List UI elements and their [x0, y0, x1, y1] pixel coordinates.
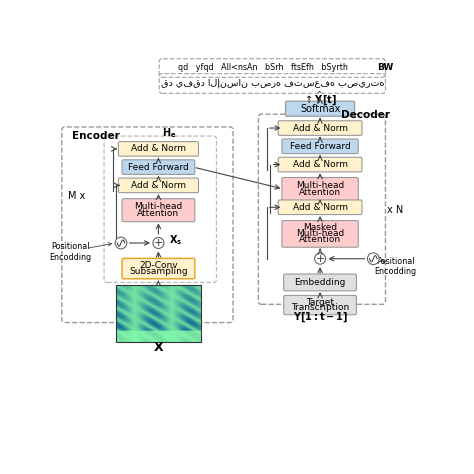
Text: $\mathbf{H_e}$: $\mathbf{H_e}$ [162, 126, 177, 140]
Text: Add & Norm: Add & Norm [131, 145, 186, 154]
Text: Masked: Masked [303, 223, 337, 232]
Text: Positional
Encodding: Positional Encodding [374, 257, 417, 276]
Text: Add & Norm: Add & Norm [292, 124, 347, 133]
FancyBboxPatch shape [278, 157, 362, 172]
Text: Feed Forward: Feed Forward [290, 142, 350, 151]
FancyBboxPatch shape [118, 178, 199, 192]
Text: 2D-Conv: 2D-Conv [139, 261, 178, 270]
Text: Attention: Attention [137, 209, 180, 218]
Text: BW: BW [377, 64, 393, 73]
Text: $\uparrow\hat{\mathbf{Y}}\mathbf{[t]}$: $\uparrow\hat{\mathbf{Y}}\mathbf{[t]}$ [303, 89, 337, 107]
Text: $\mathbf{Y[1:t-1]}$: $\mathbf{Y[1:t-1]}$ [292, 310, 347, 324]
Text: $\mathbf{X_s}$: $\mathbf{X_s}$ [169, 234, 182, 247]
Text: Add & Norm: Add & Norm [292, 203, 347, 212]
Circle shape [367, 253, 379, 264]
Text: +: + [154, 238, 163, 248]
Text: Subsampling: Subsampling [129, 267, 188, 276]
Text: Positional
Encodding: Positional Encodding [49, 242, 91, 262]
Text: قد يفقد الإنسان بصره فتسعفه بصيرته: قد يفقد الإنسان بصره فتسعفه بصيرته [161, 79, 384, 88]
Text: Multi-head: Multi-head [296, 229, 344, 238]
Circle shape [315, 253, 326, 264]
Text: Add & Norm: Add & Norm [131, 181, 186, 190]
Text: M x: M x [68, 191, 86, 201]
FancyBboxPatch shape [118, 142, 199, 156]
Text: Attention: Attention [299, 235, 341, 244]
Text: Attention: Attention [299, 188, 341, 197]
Bar [116, 285, 201, 342]
FancyBboxPatch shape [122, 258, 195, 279]
Text: Softmax: Softmax [300, 104, 340, 114]
FancyBboxPatch shape [284, 274, 356, 291]
FancyBboxPatch shape [285, 101, 355, 116]
FancyBboxPatch shape [122, 160, 195, 174]
FancyBboxPatch shape [282, 177, 358, 201]
FancyBboxPatch shape [282, 139, 358, 154]
Text: Multi-head: Multi-head [296, 181, 344, 190]
Text: Add & Norm: Add & Norm [292, 160, 347, 169]
Circle shape [115, 237, 127, 249]
FancyBboxPatch shape [122, 199, 195, 222]
Text: Decoder: Decoder [341, 110, 390, 120]
Text: +: + [315, 254, 325, 264]
Text: Feed Forward: Feed Forward [128, 163, 189, 172]
Text: $\mathbf{X}$: $\mathbf{X}$ [153, 340, 164, 354]
FancyBboxPatch shape [278, 121, 362, 136]
FancyBboxPatch shape [282, 220, 358, 247]
Text: Target: Target [306, 298, 334, 307]
Text: Multi-head: Multi-head [134, 202, 182, 211]
Text: Embedding: Embedding [294, 278, 346, 287]
Text: x N: x N [387, 205, 403, 215]
Circle shape [153, 237, 164, 248]
Text: qd   yfqd   All<nsAn   bSrh   ftsEfh   bSyrth: qd yfqd All<nsAn bSrh ftsEfh bSyrth [178, 64, 348, 73]
Text: Encoder: Encoder [72, 131, 120, 141]
FancyBboxPatch shape [278, 200, 362, 215]
Text: Transcription: Transcription [291, 303, 349, 312]
FancyBboxPatch shape [284, 295, 356, 315]
